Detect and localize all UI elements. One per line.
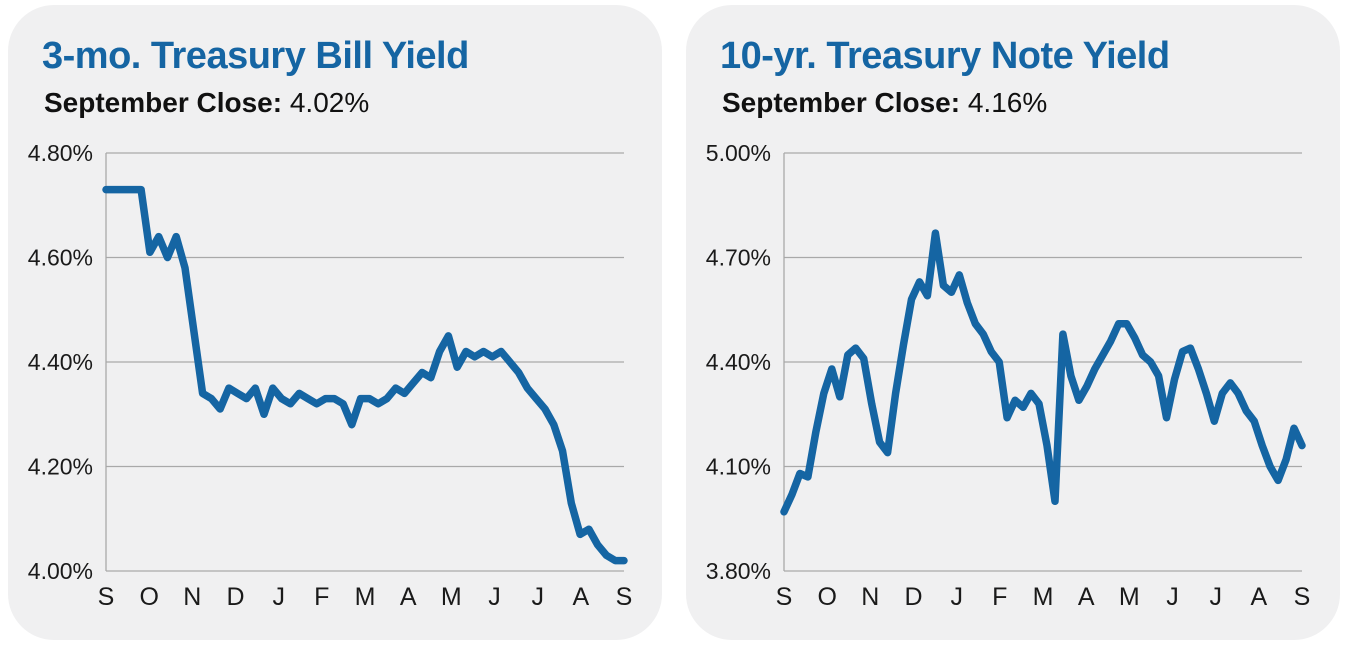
x-axis-month-label: M (1119, 583, 1140, 611)
yield-line (780, 229, 1306, 516)
x-axis-month-label: J (1209, 583, 1222, 611)
tnote-subtitle: September Close: 4.16% (722, 87, 1340, 119)
x-axis-month-label: S (616, 583, 633, 611)
x-axis-month-label: J (488, 583, 501, 611)
y-axis-tick-label: 4.70% (706, 245, 771, 271)
y-axis-tick-label: 4.40% (706, 349, 771, 375)
x-axis-month-label: D (904, 583, 922, 611)
tnote-yield-chart: 5.00%4.70%4.40%4.10%3.80%S O N D J F M A M J J A S (706, 140, 1311, 611)
x-axis-month-label: M (355, 583, 376, 611)
y-axis-tick-label: 4.00% (28, 558, 93, 584)
y-axis-tick-label: 4.60% (28, 245, 93, 271)
y-axis-tick-label: 4.40% (28, 349, 93, 375)
x-axis-month-label: F (992, 583, 1007, 611)
tbill-yield-chart: 4.80%4.60%4.40%4.20%4.00%S O N D J F M A M J J A S (28, 140, 633, 611)
tbill-title: 3-mo. Treasury Bill Yield (42, 35, 469, 77)
x-axis-month-label: M (441, 583, 462, 611)
tbill-card: 3-mo. Treasury Bill Yield September Clos… (8, 5, 662, 640)
x-axis-month-label: A (1250, 583, 1267, 611)
tnote-card: 10-yr. Treasury Note Yield September Clo… (686, 5, 1340, 640)
x-axis-month-label: O (139, 583, 158, 611)
x-axis-month-label: F (314, 583, 329, 611)
tbill-subtitle-label: September Close: (44, 87, 283, 118)
y-axis-tick-label: 4.20% (28, 454, 93, 480)
yield-line (102, 185, 628, 565)
tnote-subtitle-value: 4.16% (967, 87, 1048, 118)
y-axis-tick-label: 5.00% (706, 140, 771, 166)
tbill-subtitle: September Close: 4.02% (44, 87, 662, 119)
x-axis-month-label: N (183, 583, 201, 611)
tnote-subtitle-label: September Close: (722, 87, 961, 118)
tnote-title: 10-yr. Treasury Note Yield (720, 35, 1170, 77)
x-axis-month-label: S (1294, 583, 1311, 611)
x-axis-month-label: J (1166, 583, 1179, 611)
x-axis-month-label: M (1033, 583, 1054, 611)
x-axis-month-label: J (950, 583, 963, 611)
x-axis-month-label: O (817, 583, 836, 611)
y-axis-tick-label: 4.10% (706, 454, 771, 480)
x-axis-month-label: S (776, 583, 793, 611)
x-axis-month-label: S (98, 583, 115, 611)
x-axis-month-label: J (531, 583, 544, 611)
x-axis-month-label: N (861, 583, 879, 611)
x-axis-month-label: A (572, 583, 589, 611)
y-axis-tick-label: 3.80% (706, 558, 771, 584)
tbill-subtitle-value: 4.02% (289, 87, 370, 118)
y-axis-tick-label: 4.80% (28, 140, 93, 166)
x-axis-month-label: A (1078, 583, 1095, 611)
x-axis-month-label: J (272, 583, 285, 611)
x-axis-month-label: A (400, 583, 417, 611)
x-axis-month-label: D (226, 583, 244, 611)
